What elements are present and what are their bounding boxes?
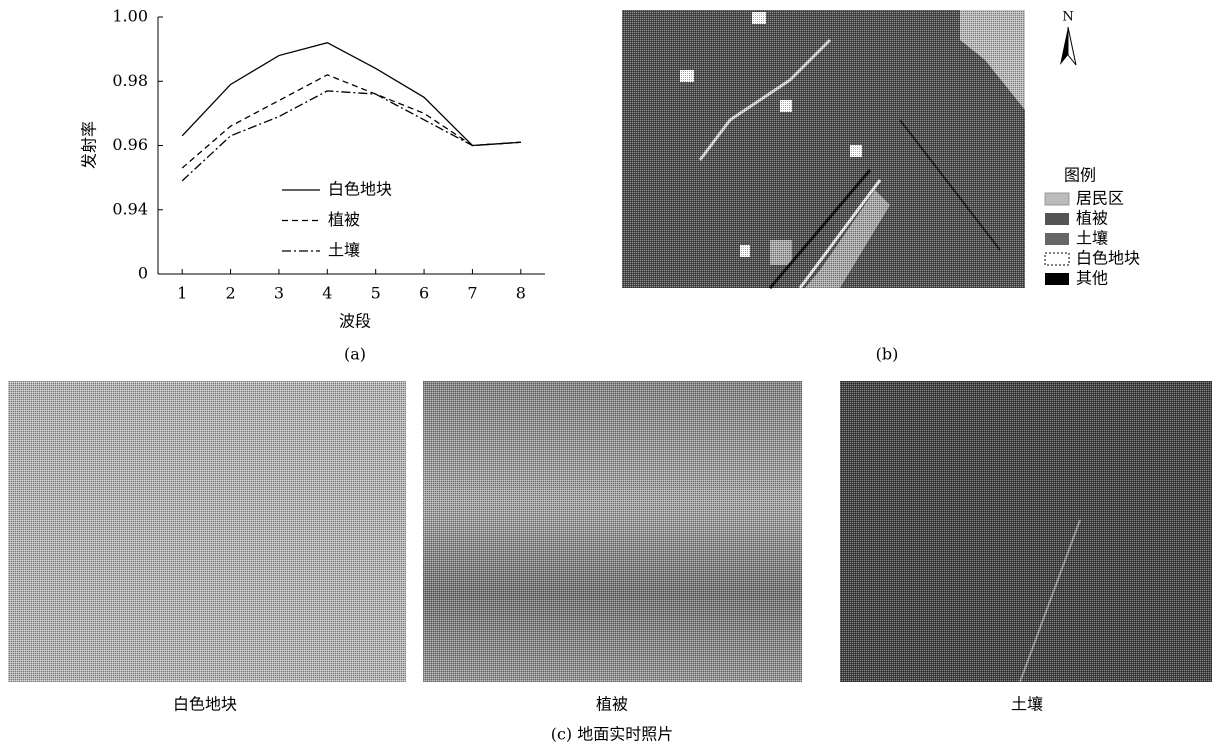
y-tick-label: 0.98 [112,71,148,90]
legend-title: 图例 [1064,166,1096,185]
legend-item: 居民区 [1076,189,1124,208]
panel-caption: (b) [876,345,899,364]
legend-item: 白色地块 [1076,249,1140,268]
legend-item: 土壤 [1076,229,1108,248]
series-line [182,43,521,146]
y-tick-label: 0.94 [112,199,148,218]
y-tick-label: 1.00 [112,7,148,26]
classification-map: N [622,10,1076,289]
x-tick-label: 6 [419,284,429,303]
x-axis-label: 波段 [339,312,371,331]
legend-item: 植被 [1076,209,1108,228]
x-tick-label: 4 [322,284,332,303]
x-tick-label: 7 [467,284,477,303]
x-tick-label: 3 [274,284,284,303]
legend-label: 植被 [328,210,360,229]
x-tick-label: 2 [225,284,235,303]
series-line [182,75,521,168]
photo-label: 土壤 [1011,695,1043,714]
legend-item: 其他 [1076,269,1108,288]
legend-label: 土壤 [328,241,360,260]
x-tick-label: 5 [371,284,381,303]
photo-label: 白色地块 [173,695,237,714]
series-line [182,91,521,181]
panel-caption: (c) 地面实时照片 [551,725,674,744]
y-tick-label: 0 [138,264,148,283]
x-tick-label: 1 [177,284,187,303]
map-legend: 图例 居民区 植被 土壤 白色地块 其他 [1045,166,1140,288]
photos [8,381,1212,682]
y-tick-label: 0.96 [112,135,148,154]
legend-label: 白色地块 [328,180,392,199]
figure: N 图例 居民区 植被 土壤 白色地块 其他 (a) (b) 白色地块 植被 土… [0,0,1221,749]
panel-caption: (a) [344,345,366,364]
x-tick-label: 8 [516,284,526,303]
photo-label: 植被 [596,695,628,714]
y-axis-label: 发射率 [80,121,99,169]
north-label: N [1062,10,1073,25]
